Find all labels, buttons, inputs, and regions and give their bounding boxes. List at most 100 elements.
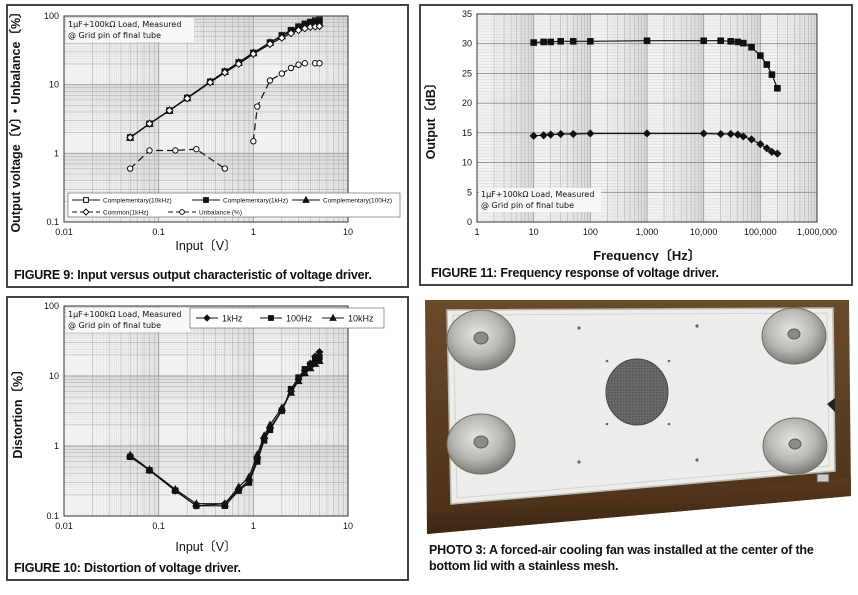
figure10-panel: 0.01 0.1 1 10 0.1 1 10 100 Input〔V〕 Distortion〔%〕…	[6, 296, 409, 581]
legend-label: 100Hz	[286, 314, 313, 324]
y-tick-label: 35	[462, 9, 472, 19]
legend-label: Complementary(100Hz)	[323, 198, 392, 205]
data-point	[253, 450, 262, 458]
series-line	[129, 148, 226, 170]
x-tick-label: 1,000,000	[797, 227, 837, 237]
data-point	[569, 38, 577, 45]
legend-label: 1kHz	[222, 314, 243, 324]
plot-frame	[63, 15, 349, 223]
data-point	[286, 387, 296, 396]
series-5	[250, 60, 323, 145]
data-point	[250, 138, 257, 145]
legend-label: Complementary(10kHz)	[103, 198, 172, 205]
data-point	[183, 94, 192, 103]
x-tick-label: 0.01	[55, 227, 73, 237]
data-point	[315, 22, 324, 31]
data-point	[234, 482, 243, 491]
data-point	[556, 129, 565, 139]
x-tick-label: 1	[251, 521, 256, 531]
data-point	[220, 499, 229, 507]
data-point	[747, 135, 756, 144]
annotation-line: @ Grid pin of final tube	[481, 201, 574, 210]
data-point	[145, 119, 154, 128]
data-point	[716, 129, 725, 139]
figure11-caption: FIGURE 11: Frequency response of voltage…	[431, 266, 719, 280]
legend-label: Common(1kHz)	[103, 210, 149, 217]
data-point	[727, 38, 735, 45]
data-point	[301, 60, 309, 67]
data-point	[254, 103, 261, 110]
data-point	[699, 129, 708, 138]
x-tick-label: 0.1	[152, 521, 165, 531]
data-point	[165, 106, 174, 115]
legend-marker	[82, 208, 90, 216]
data-point	[529, 131, 538, 140]
y-tick-label: 0.1	[46, 511, 59, 521]
data-point	[306, 363, 315, 372]
y-tick-label: 10	[462, 158, 472, 168]
data-point	[220, 68, 229, 77]
amplifier-bottom-photo	[419, 296, 855, 536]
y-tick-label: 10	[49, 80, 59, 90]
figure10-chart: 0.01 0.1 1 100.1110100Input〔V〕Distortion〔%〕…	[10, 301, 385, 554]
data-point	[748, 43, 755, 51]
data-point	[546, 130, 555, 139]
data-point	[539, 131, 548, 140]
y-tick-label: 1	[54, 148, 59, 158]
x-axis-label: Input〔V〕	[175, 239, 236, 253]
data-point	[126, 450, 135, 459]
x-tick-label: 10	[529, 227, 539, 237]
data-point	[773, 149, 782, 158]
y-tick-label: 0	[467, 217, 472, 227]
x-tick-label: 1,000	[636, 227, 659, 237]
annotation-line: 1μF+100kΩ Load, Measured	[68, 310, 181, 319]
data-point	[774, 84, 781, 92]
y-tick-label: 5	[467, 187, 472, 197]
legend-marker	[329, 313, 337, 321]
legend-marker	[268, 315, 274, 321]
data-point	[700, 37, 707, 45]
data-point	[193, 145, 200, 153]
figure9-panel: 0.01 0.1 1 10 0.1 1 10 100 Input〔V〕 Output voltag…	[6, 4, 409, 288]
legend-label: Unbalance (%)	[199, 210, 242, 217]
data-point	[569, 129, 578, 139]
legend-label: Complementary(1kHz)	[223, 198, 288, 205]
data-point	[734, 38, 742, 46]
x-tick-label: 1	[474, 227, 479, 237]
data-point	[192, 499, 201, 507]
x-tick-label: 10,000	[690, 227, 718, 237]
data-point	[762, 144, 771, 153]
series-4	[126, 145, 229, 172]
photo-panel: PHOTO 3: A forced-air cooling fan was in…	[419, 296, 855, 586]
y-axis-label: Distortion〔%〕	[10, 363, 25, 458]
y-tick-label: 100	[44, 301, 59, 311]
data-point	[145, 465, 154, 473]
y-tick-label: 30	[462, 39, 472, 49]
data-point	[739, 39, 747, 47]
data-point	[206, 78, 215, 87]
annotation-box	[66, 308, 190, 332]
x-tick-label: 10	[343, 521, 353, 531]
data-point	[265, 40, 275, 49]
data-point	[587, 38, 594, 45]
annotation-line: 1μF+100kΩ Load, Measured	[481, 190, 594, 199]
data-point	[763, 61, 771, 68]
x-tick-label: 0.01	[55, 521, 73, 531]
y-tick-label: 100	[44, 11, 59, 21]
figure10-caption: FIGURE 10: Distortion of voltage driver.	[14, 561, 241, 575]
x-tick-label: 1	[251, 227, 256, 237]
data-point	[266, 77, 274, 84]
data-point	[294, 26, 303, 35]
x-axis-label: Frequency〔Hz〕	[593, 248, 701, 261]
figure11-chart: 1 10 100 1,000 10,000 100,000 1,000,000 0 5 10 15 2…	[423, 9, 837, 261]
x-axis-label: Input〔V〕	[175, 540, 236, 554]
data-point	[287, 64, 295, 72]
plot-area	[64, 306, 348, 516]
figure10-legend: 1kHz 100Hz 10kHz	[189, 307, 385, 329]
data-point	[295, 61, 302, 68]
legend-marker	[83, 197, 89, 203]
series-3	[126, 22, 324, 142]
photo-caption: PHOTO 3: A forced-air cooling fan was in…	[429, 543, 814, 573]
annotation-box	[66, 18, 194, 42]
